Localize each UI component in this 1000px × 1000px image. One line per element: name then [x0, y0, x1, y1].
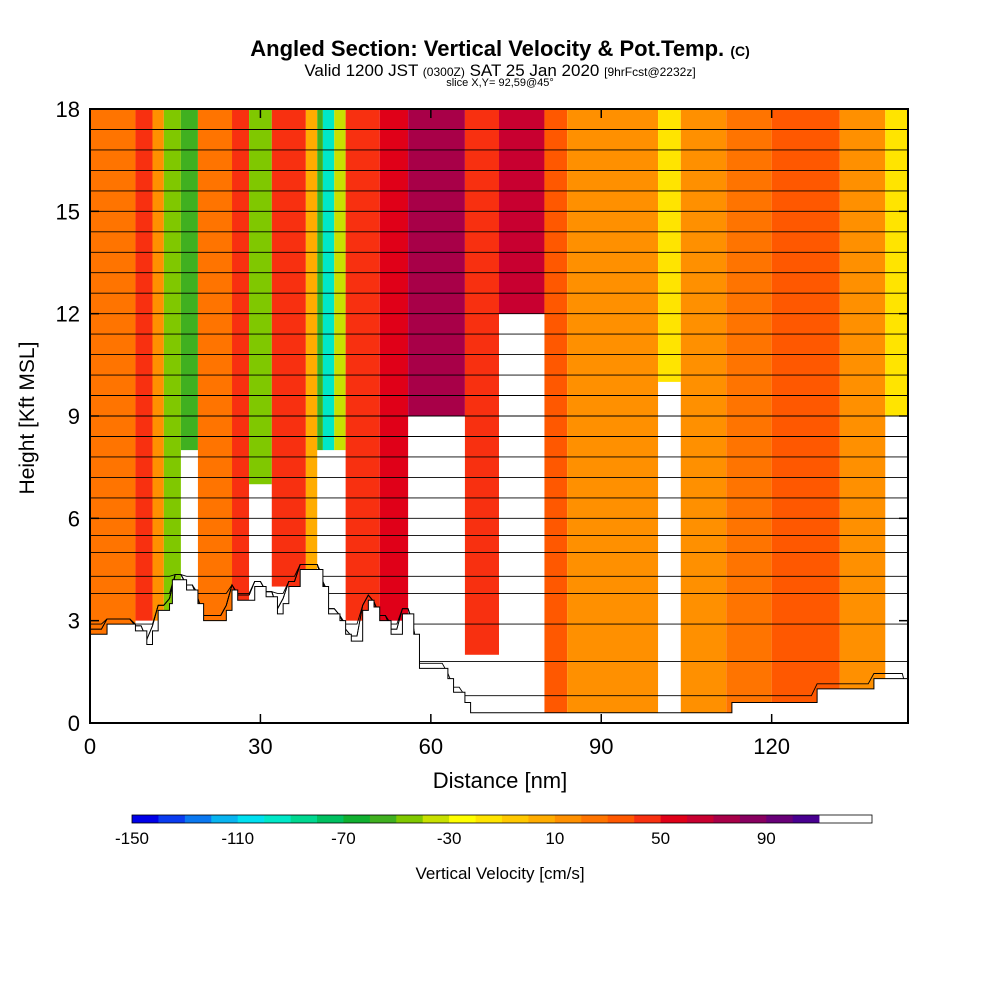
- velocity-cell: [408, 109, 465, 416]
- axes: 0 30 60 90 120 0 3 6 9 12 15 18: [56, 97, 908, 759]
- colorbar-swatch: [528, 815, 556, 823]
- colorbar-swatch: [660, 815, 688, 823]
- velocity-cell: [271, 109, 306, 587]
- colorbar-swatch: [687, 815, 714, 823]
- slice-label: slice X,Y= 92,59@45°: [446, 77, 554, 89]
- colorbar-swatch: [792, 815, 820, 823]
- colorbar-tick-label: -150: [115, 829, 149, 848]
- colorbar-swatch: [211, 815, 239, 823]
- colorbar-swatch: [502, 815, 529, 823]
- x-tick-label: 90: [589, 734, 613, 759]
- colorbar-tick-label: 10: [545, 829, 564, 848]
- theta-contour: [90, 563, 908, 594]
- colorbar-swatch: [290, 815, 318, 823]
- velocity-cell: [163, 109, 181, 621]
- y-tick-label: 3: [68, 609, 80, 634]
- colorbar-swatch: [184, 815, 212, 823]
- colorbar-swatch: [634, 815, 661, 823]
- velocity-cell: [249, 109, 272, 485]
- colorbar-tick-label: -30: [437, 829, 462, 848]
- velocity-cell: [135, 109, 153, 621]
- y-tick-label: 0: [68, 711, 80, 736]
- colorbar-tick-label: 50: [651, 829, 670, 848]
- y-tick-label: 9: [68, 404, 80, 429]
- theta-contours: [90, 129, 908, 697]
- y-tick-label: 15: [56, 199, 80, 224]
- y-tick-label: 12: [56, 302, 80, 327]
- y-tick-label: 18: [56, 97, 80, 122]
- subtitle-valid: Valid 1200 JST: [304, 61, 419, 80]
- colorbar-swatch: [607, 815, 635, 823]
- colorbar-swatch: [264, 815, 291, 823]
- x-tick-label: 0: [84, 734, 96, 759]
- colorbar-swatch: [158, 815, 186, 823]
- colorbar-swatch: [449, 815, 476, 823]
- colorbar-swatch: [713, 815, 741, 823]
- y-axis-label: Height [Kft MSL]: [16, 341, 39, 495]
- velocity-cell: [232, 109, 250, 621]
- colorbar-frame: [131, 814, 873, 824]
- colorbar-swatch: [132, 815, 159, 823]
- colorbar-swatch: [581, 815, 609, 823]
- y-tick-label: 6: [68, 506, 80, 531]
- colorbar-swatch: [396, 815, 424, 823]
- colorbar-swatch: [343, 815, 371, 823]
- velocity-cell: [464, 109, 499, 655]
- colorbar-swatch: [475, 815, 503, 823]
- terrain: [90, 569, 908, 723]
- velocity-cell: [317, 109, 323, 451]
- chart-subtitle: Valid 1200 JST (0300Z) SAT 25 Jan 2020 […: [0, 61, 1000, 81]
- velocity-cell: [197, 109, 233, 621]
- x-axis-label: Distance [nm]: [432, 768, 568, 793]
- colorbar-swatch: [554, 815, 582, 823]
- subtitle-date: SAT 25 Jan 2020: [469, 61, 600, 80]
- colorbar-swatch: [369, 815, 397, 823]
- colorbar-tick-label: 90: [757, 829, 776, 848]
- subtitle-zulu: (0300Z): [422, 65, 465, 79]
- chart-title: Angled Section: Vertical Velocity & Pot.…: [0, 36, 1000, 62]
- colorbar-swatch: [237, 815, 265, 823]
- colorbar-tick-label: -70: [331, 829, 356, 848]
- colorbar: -150 -110 -70 -30 10 50 90: [115, 814, 873, 848]
- colorbar-label: Vertical Velocity [cm/s]: [415, 864, 585, 883]
- chart-title-text: Angled Section: Vertical Velocity & Pot.…: [250, 36, 725, 61]
- x-tick-label: 60: [419, 734, 443, 759]
- velocity-cell: [152, 109, 164, 621]
- colorbar-swatch: [422, 815, 450, 823]
- velocity-cell: [305, 109, 318, 587]
- terrain-mask: [90, 569, 908, 723]
- theta-contour: [90, 563, 908, 577]
- colorbar-swatch: [739, 815, 767, 823]
- chart-title-suffix: (C): [730, 43, 750, 59]
- colorbar-swatch: [317, 815, 344, 823]
- theta-contour: [90, 563, 908, 625]
- velocity-cell: [885, 109, 908, 416]
- velocity-cell: [334, 109, 346, 451]
- velocity-cell: [379, 109, 409, 621]
- colorbar-swatch: [766, 815, 794, 823]
- velocity-cell: [180, 109, 198, 451]
- colorbar-tick-label: -110: [221, 829, 254, 848]
- velocity-cell: [322, 109, 335, 451]
- velocity-cell: [345, 109, 380, 621]
- x-tick-label: 120: [753, 734, 790, 759]
- x-tick-label: 30: [248, 734, 272, 759]
- subtitle-forecast: [9hrFcst@2232z]: [604, 65, 696, 79]
